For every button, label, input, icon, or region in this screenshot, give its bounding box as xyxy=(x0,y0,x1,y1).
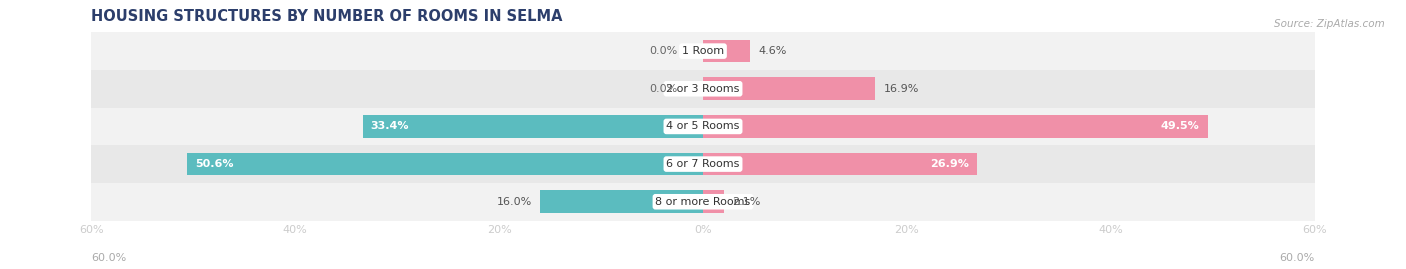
Text: 50.6%: 50.6% xyxy=(195,159,233,169)
Bar xyxy=(91,145,1315,183)
Bar xyxy=(703,115,1208,138)
Text: 0.0%: 0.0% xyxy=(650,84,678,94)
Bar xyxy=(363,115,703,138)
Bar xyxy=(703,190,724,213)
Text: 4.6%: 4.6% xyxy=(758,46,786,56)
Text: 60.0%: 60.0% xyxy=(91,253,127,263)
Text: 16.9%: 16.9% xyxy=(883,84,918,94)
Bar xyxy=(187,153,703,175)
Bar xyxy=(703,153,977,175)
Bar xyxy=(91,70,1315,108)
Bar xyxy=(91,183,1315,221)
Bar xyxy=(91,32,1315,70)
Bar xyxy=(703,77,876,100)
Text: HOUSING STRUCTURES BY NUMBER OF ROOMS IN SELMA: HOUSING STRUCTURES BY NUMBER OF ROOMS IN… xyxy=(91,9,562,24)
Text: 49.5%: 49.5% xyxy=(1161,121,1199,132)
Text: 60.0%: 60.0% xyxy=(1279,253,1315,263)
Text: 6 or 7 Rooms: 6 or 7 Rooms xyxy=(666,159,740,169)
Text: 0.0%: 0.0% xyxy=(650,46,678,56)
Bar xyxy=(540,190,703,213)
Text: 1 Room: 1 Room xyxy=(682,46,724,56)
Text: 2 or 3 Rooms: 2 or 3 Rooms xyxy=(666,84,740,94)
Text: 33.4%: 33.4% xyxy=(371,121,409,132)
Text: Source: ZipAtlas.com: Source: ZipAtlas.com xyxy=(1274,19,1385,29)
Bar xyxy=(91,108,1315,145)
Text: 16.0%: 16.0% xyxy=(496,197,531,207)
Text: 26.9%: 26.9% xyxy=(931,159,969,169)
Text: 8 or more Rooms: 8 or more Rooms xyxy=(655,197,751,207)
Bar xyxy=(703,40,749,62)
Text: 2.1%: 2.1% xyxy=(733,197,761,207)
Text: 4 or 5 Rooms: 4 or 5 Rooms xyxy=(666,121,740,132)
